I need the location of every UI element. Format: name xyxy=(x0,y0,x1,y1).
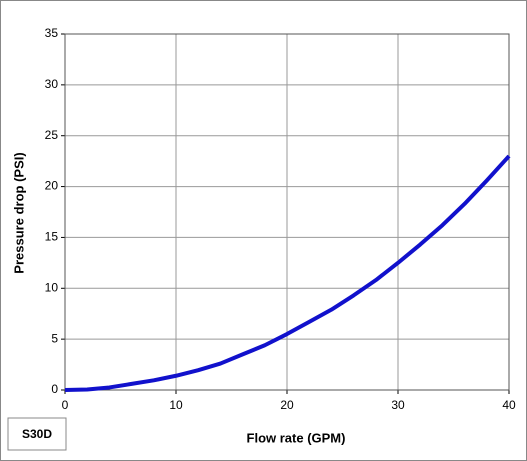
y-tick-label: 30 xyxy=(45,77,59,91)
line-series xyxy=(64,154,511,392)
x-tick-label: 10 xyxy=(169,398,183,412)
y-axis-label: Pressure drop (PSI) xyxy=(11,152,26,273)
x-tick-label: 30 xyxy=(391,398,405,412)
legend-box xyxy=(7,417,67,451)
y-tick-label: 5 xyxy=(51,331,58,345)
y-tick-label: 15 xyxy=(45,230,59,244)
y-tick-label: 0 xyxy=(51,382,58,396)
x-tick-label: 40 xyxy=(502,398,516,412)
x-axis-label: Flow rate (GPM) xyxy=(247,430,346,445)
y-tick-label: 20 xyxy=(45,179,59,193)
x-tick-label: 0 xyxy=(62,398,69,412)
y-tick-label: 10 xyxy=(45,280,59,294)
y-tick-label: 25 xyxy=(45,128,59,142)
x-tick-label: 20 xyxy=(280,398,294,412)
y-tick-label: 35 xyxy=(45,26,59,40)
plot-frame xyxy=(64,33,510,391)
legend-label: S30D xyxy=(22,427,52,441)
